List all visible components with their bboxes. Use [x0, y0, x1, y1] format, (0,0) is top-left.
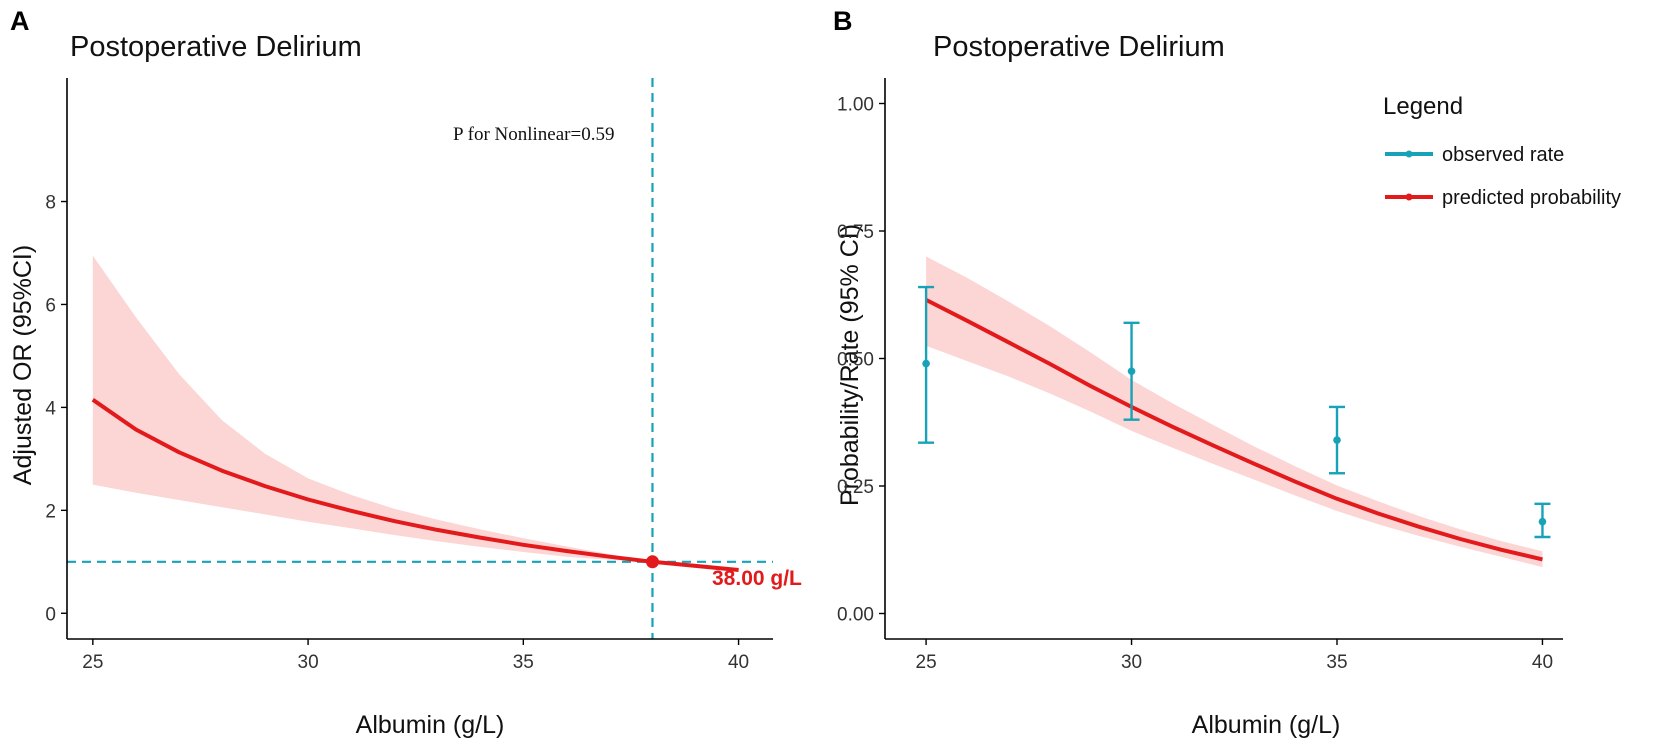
legend-predicted-dot	[1405, 193, 1413, 201]
panel-b-y-tick-label: 0.25	[837, 477, 874, 498]
predicted-confidence-band	[926, 256, 1543, 568]
legend-predicted-label: predicted probability	[1442, 187, 1621, 209]
predicted-probability-line	[925, 298, 1543, 562]
panel-a-x-tick-label: 30	[298, 652, 319, 673]
or-confidence-band	[92, 255, 739, 572]
panel-b-x-tick-label: 25	[916, 652, 937, 673]
observed-rate-point	[922, 359, 930, 368]
panel-a-title: Postoperative Delirium	[70, 31, 362, 63]
observed-rate-point	[1127, 367, 1136, 376]
panel-a-y-tick-label: 4	[45, 398, 56, 419]
panel-b-y-tick-label: 0.50	[837, 350, 874, 371]
reference-label: 38.00 g/L	[712, 567, 802, 590]
reference-point	[645, 555, 659, 569]
observed-rate-point	[1538, 517, 1547, 526]
panel-b-ylabel: Probability/Rate (95% CI)	[836, 224, 864, 506]
legend: Legend observed rate predicted probabili…	[1383, 93, 1621, 209]
panel-a-letter: A	[10, 6, 30, 36]
panel-a-x-tick-label: 40	[728, 652, 749, 673]
panel-b-y-tick-label: 1.00	[837, 95, 874, 116]
panel-a-y-tick-label: 6	[45, 295, 56, 316]
panel-b-x-tick-label: 30	[1121, 652, 1142, 673]
panel-b-y-tick-label: 0.00	[837, 605, 874, 626]
legend-title: Legend	[1383, 93, 1463, 120]
or-curve-line	[91, 398, 739, 572]
panel-a-xlabel: Albumin (g/L)	[356, 711, 505, 739]
panel-b-xlabel: Albumin (g/L)	[1192, 711, 1341, 739]
panel-a-y-tick-label: 2	[45, 501, 56, 522]
panel-b-x-tick-label: 35	[1326, 652, 1347, 673]
panel-a-plot: 25 30 35 40 0 2 4 6 8	[45, 78, 773, 673]
panel-a-x-tick-label: 25	[82, 652, 103, 673]
panel-b-title: Postoperative Delirium	[933, 31, 1225, 63]
panel-b-letter: B	[833, 6, 853, 36]
legend-observed-label: observed rate	[1442, 144, 1564, 166]
panel-a-x-tick-label: 35	[513, 652, 534, 673]
observed-rate-point	[1333, 436, 1341, 444]
panel-a-y-tick-label: 0	[45, 604, 56, 625]
panel-b-x-tick-label: 40	[1532, 652, 1553, 673]
panel-b-plot: 25 30 35 40 0.00 0.25 0.50 0.75 1.00	[837, 78, 1563, 673]
panel-a-ylabel: Adjusted OR (95%CI)	[9, 245, 37, 485]
panel-a-y-tick-label: 8	[45, 193, 56, 214]
legend-observed-dot	[1405, 150, 1413, 158]
panel-b-y-tick-label: 0.75	[837, 222, 874, 243]
panel-a-annotation: P for Nonlinear=0.59	[453, 124, 614, 145]
